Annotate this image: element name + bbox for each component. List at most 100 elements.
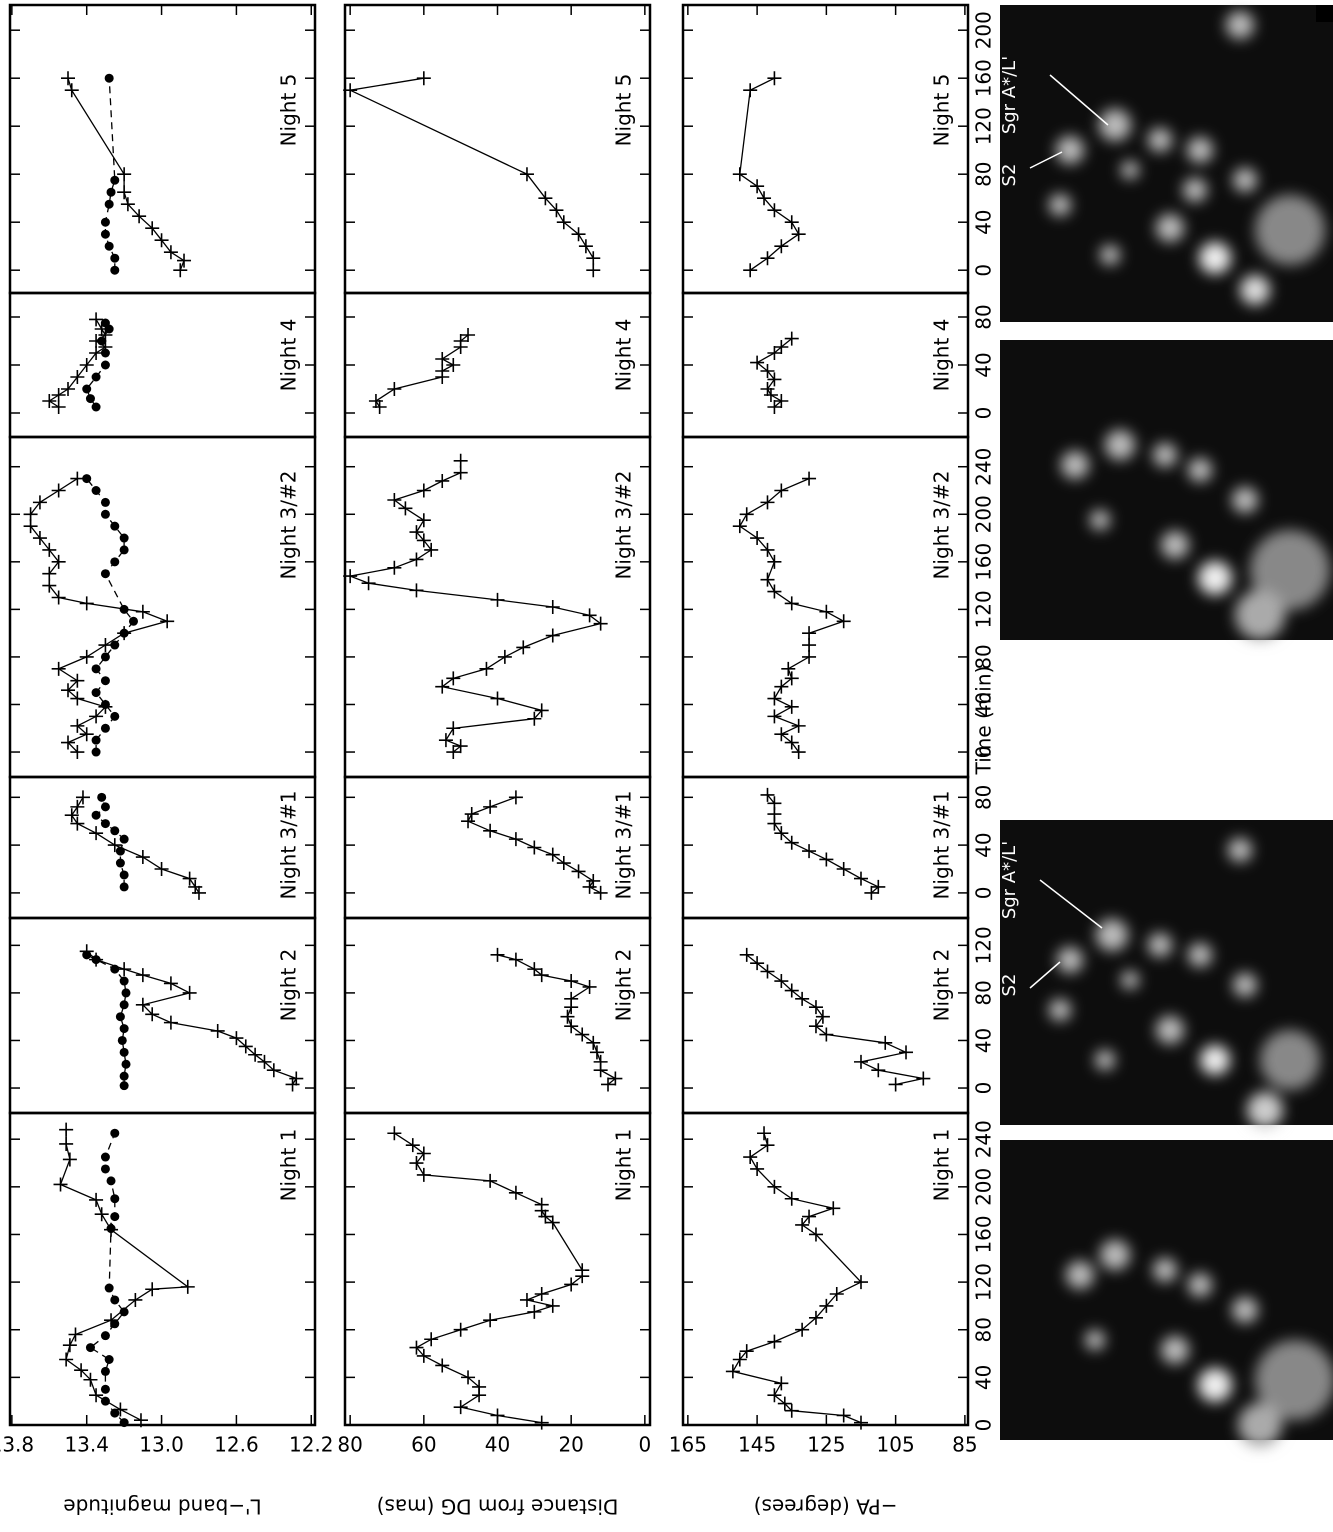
data-point (461, 1370, 476, 1385)
data-point (545, 628, 560, 643)
data-point (91, 402, 101, 412)
data-point (64, 83, 79, 98)
data-point (119, 870, 129, 880)
data-point (119, 882, 129, 892)
data-point (864, 885, 879, 900)
data-point (409, 525, 424, 540)
data-point (110, 826, 120, 836)
data-point (82, 384, 92, 394)
data-point (42, 578, 57, 593)
data-point (115, 858, 125, 868)
data-point (145, 221, 160, 236)
data-point (70, 745, 85, 760)
data-point (490, 1408, 505, 1423)
data-point (819, 1027, 834, 1042)
data-point (100, 1164, 110, 1174)
data-point (110, 557, 120, 567)
data-point (593, 616, 608, 631)
series-line (731, 1133, 863, 1424)
x-tick-label: 80 (972, 304, 996, 329)
data-point (791, 745, 806, 760)
data-point (836, 614, 851, 629)
data-point (446, 745, 461, 760)
data-point (453, 739, 468, 754)
data-point (119, 1081, 129, 1091)
data-point (453, 453, 468, 468)
data-point (89, 312, 104, 327)
data-point (815, 1009, 830, 1024)
panel-frame (681, 3, 970, 295)
data-point (61, 735, 76, 750)
data-point (483, 823, 498, 838)
data-point (784, 596, 799, 611)
series-line (48, 319, 107, 408)
data-point (871, 1063, 886, 1078)
data-point (135, 850, 150, 865)
data-point (784, 671, 799, 686)
image-night2 (1000, 820, 1333, 1128)
data-point (61, 71, 76, 86)
data-point (795, 991, 810, 1006)
y-tick-label: 12.6 (214, 1433, 259, 1457)
data-point (808, 1019, 823, 1034)
data-point (453, 1400, 468, 1415)
series-line (59, 1129, 190, 1421)
data-point (497, 649, 512, 664)
data-point (767, 203, 782, 218)
data-point (51, 590, 66, 605)
panel-frame (681, 916, 970, 1115)
data-point (79, 596, 94, 611)
data-point (163, 245, 178, 260)
data-point (586, 1035, 601, 1050)
data-point (571, 864, 586, 879)
data-point (836, 862, 851, 877)
data-point (62, 1152, 77, 1167)
data-point (750, 956, 765, 971)
data-point (446, 358, 461, 372)
data-point (757, 191, 772, 206)
data-point (110, 265, 120, 275)
image-label: S2 (999, 164, 1020, 187)
data-point (32, 531, 47, 546)
data-point (110, 1212, 120, 1222)
data-point (154, 862, 169, 877)
data-point (91, 955, 101, 965)
data-point (91, 735, 101, 745)
data-point (416, 71, 431, 86)
data-point (483, 1173, 498, 1188)
night-label: Night 2 (277, 949, 301, 1022)
x-tick-label: 120 (972, 1263, 996, 1301)
data-point (70, 673, 85, 688)
data-point (743, 83, 758, 98)
data-point (774, 340, 789, 354)
series-line (70, 796, 200, 894)
data-point (760, 572, 775, 587)
data-point (387, 493, 402, 508)
data-point (94, 1207, 109, 1222)
data-point (248, 1047, 263, 1062)
data-point (53, 1177, 68, 1192)
x-tick-label: 120 (972, 590, 996, 628)
data-point (538, 191, 553, 206)
series-line (95, 797, 125, 887)
x-tick-label: 80 (972, 1317, 996, 1342)
panel-frame (8, 291, 317, 439)
data-point (435, 1358, 450, 1373)
y-tick-label: 165 (669, 1433, 707, 1457)
data-point (89, 1192, 104, 1207)
data-point (70, 471, 85, 486)
data-point (117, 1035, 127, 1045)
data-point (117, 962, 132, 977)
night-label: Night 3/#1 (930, 790, 954, 899)
data-point (750, 531, 765, 546)
y-tick-label: 40 (485, 1433, 510, 1457)
data-point (343, 569, 358, 584)
data-point (119, 1307, 129, 1317)
data-point (238, 1039, 253, 1054)
data-point (180, 1279, 195, 1294)
data-point (777, 1396, 792, 1411)
y-tick-label: 80 (337, 1433, 362, 1457)
data-point (760, 364, 775, 378)
data-point (791, 227, 806, 242)
data-point (98, 638, 113, 653)
